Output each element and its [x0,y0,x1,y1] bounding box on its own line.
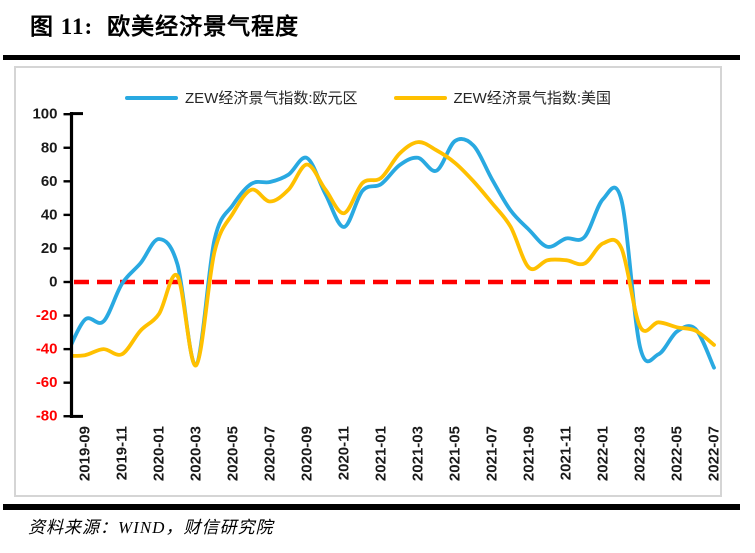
source-note: 资料来源：WIND，财信研究院 [28,518,274,537]
eurozone-line-swatch [125,95,178,100]
figure-title-text: 欧美经济景气程度 [107,14,300,39]
title-divider-rule [3,55,740,60]
us-line-swatch [393,95,447,100]
figure-title: 图 11: 欧美经济景气程度 [30,7,299,41]
footer-divider-rule [3,504,740,510]
legend-item-us: ZEW经济景气指数:美国 [393,87,612,108]
figure-number: 图 11: [30,14,94,39]
legend-label-eurozone: ZEW经济景气指数:欧元区 [185,90,358,107]
chart-area: ZEW经济景气指数:欧元区 ZEW经济景气指数:美国 [14,66,722,497]
legend-item-eurozone: ZEW经济景气指数:欧元区 [125,87,358,108]
legend-label-us: ZEW经济景气指数:美国 [453,90,612,107]
chart-legend: ZEW经济景气指数:欧元区 ZEW经济景气指数:美国 [16,68,720,108]
